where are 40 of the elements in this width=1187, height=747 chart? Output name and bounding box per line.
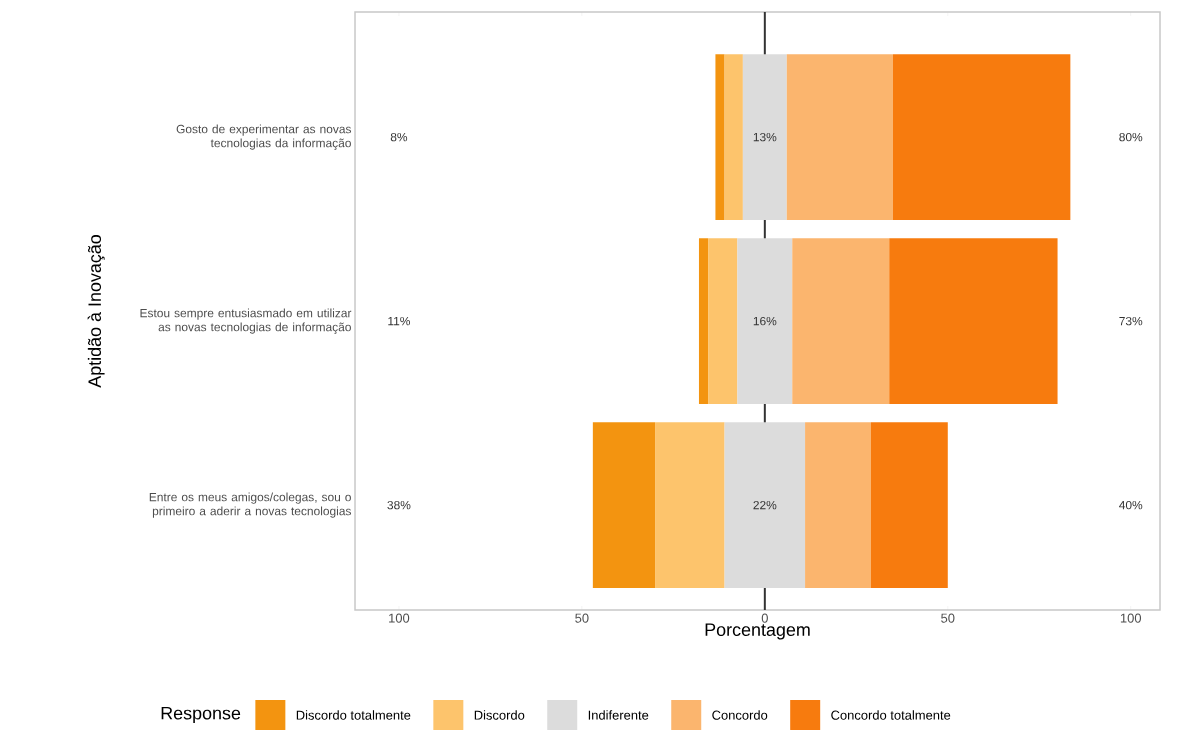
bar [786,54,893,220]
bar [724,422,806,588]
legend-title: Response [161,706,241,724]
y-tick-label: Estou sempre entusiasmado em utilizar as novas tecnologias de informação [140,308,352,334]
annotation: 22% [753,500,777,510]
bar [708,238,738,404]
annotation: 8% [390,132,408,142]
annotation: 16% [753,316,777,326]
bar [742,54,787,220]
x-axis-title: Porcentagem [705,623,810,640]
annotation: 80% [1119,132,1143,142]
bar [715,54,725,220]
bar [870,422,948,588]
legend-label: Indiferente [588,710,649,720]
bar [724,54,743,220]
annotation: 38% [387,500,411,510]
legend-label: Discordo totalmente [296,710,411,720]
x-tick-label: 100 [1120,613,1142,623]
annotation: 73% [1119,316,1143,326]
annotation: 40% [1119,500,1143,510]
y-axis-title: Aptidão à Inovação [87,235,105,388]
bar [592,422,656,588]
bar [698,238,709,404]
annotation: 11% [388,316,411,326]
x-tick-label: 50 [575,613,589,623]
legend-label: Concordo totalmente [831,710,951,720]
y-tick-label: Entre os meus amigos/colegas, sou o primeiro a aderir a novas tecnologias [149,492,352,518]
x-tick-label: 100 [389,613,410,623]
bar [892,54,1071,220]
annotation: 13% [753,132,777,142]
y-tick-label: Gosto de experimentar as novas tecnologias da informação [176,124,352,150]
x-tick-label: 0 [761,613,768,623]
legend-label: Discordo [474,710,525,720]
bar [655,422,725,588]
bar [792,238,890,404]
x-tick-label: 50 [941,613,955,623]
bar [889,238,1058,404]
legend-label: Concordo [712,710,768,720]
bar [737,238,793,404]
bar [805,422,871,588]
